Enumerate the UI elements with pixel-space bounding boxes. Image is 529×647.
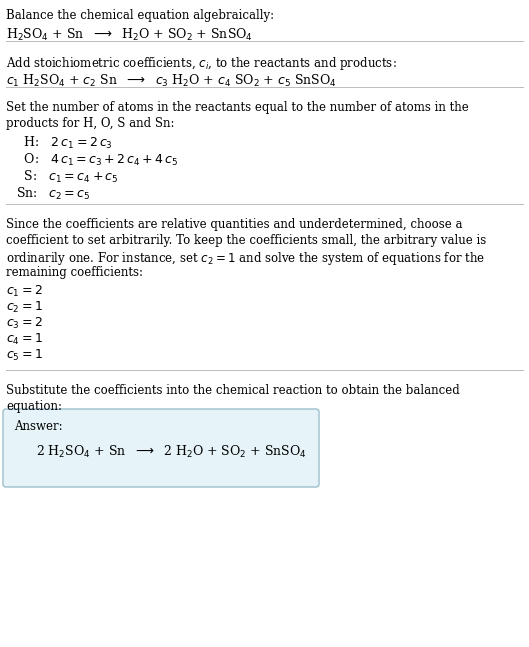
FancyBboxPatch shape xyxy=(3,409,319,487)
Text: Balance the chemical equation algebraically:: Balance the chemical equation algebraica… xyxy=(6,9,274,22)
Text: Sn:   $c_2 = c_5$: Sn: $c_2 = c_5$ xyxy=(16,186,90,202)
Text: H:   $2\,c_1 = 2\,c_3$: H: $2\,c_1 = 2\,c_3$ xyxy=(16,135,113,151)
Text: $c_5 = 1$: $c_5 = 1$ xyxy=(6,348,43,363)
Text: S:   $c_1 = c_4 + c_5$: S: $c_1 = c_4 + c_5$ xyxy=(16,169,118,185)
Text: equation:: equation: xyxy=(6,400,62,413)
Text: products for H, O, S and Sn:: products for H, O, S and Sn: xyxy=(6,117,175,130)
Text: $c_1 = 2$: $c_1 = 2$ xyxy=(6,284,43,299)
Text: 2 H$_2$SO$_4$ + Sn  $\longrightarrow$  2 H$_2$O + SO$_2$ + SnSO$_4$: 2 H$_2$SO$_4$ + Sn $\longrightarrow$ 2 H… xyxy=(36,444,307,460)
Text: $c_1$ H$_2$SO$_4$ + $c_2$ Sn  $\longrightarrow$  $c_3$ H$_2$O + $c_4$ SO$_2$ + $: $c_1$ H$_2$SO$_4$ + $c_2$ Sn $\longright… xyxy=(6,73,337,89)
Text: Substitute the coefficients into the chemical reaction to obtain the balanced: Substitute the coefficients into the che… xyxy=(6,384,460,397)
Text: $c_4 = 1$: $c_4 = 1$ xyxy=(6,332,43,347)
Text: O:   $4\,c_1 = c_3 + 2\,c_4 + 4\,c_5$: O: $4\,c_1 = c_3 + 2\,c_4 + 4\,c_5$ xyxy=(16,152,178,168)
Text: $c_2 = 1$: $c_2 = 1$ xyxy=(6,300,43,315)
Text: ordinarily one. For instance, set $c_2 = 1$ and solve the system of equations fo: ordinarily one. For instance, set $c_2 =… xyxy=(6,250,485,267)
Text: Add stoichiometric coefficients, $c_i$, to the reactants and products:: Add stoichiometric coefficients, $c_i$, … xyxy=(6,55,397,72)
Text: Answer:: Answer: xyxy=(14,420,62,433)
Text: remaining coefficients:: remaining coefficients: xyxy=(6,266,143,279)
Text: Set the number of atoms in the reactants equal to the number of atoms in the: Set the number of atoms in the reactants… xyxy=(6,101,469,114)
Text: coefficient to set arbitrarily. To keep the coefficients small, the arbitrary va: coefficient to set arbitrarily. To keep … xyxy=(6,234,486,247)
Text: $c_3 = 2$: $c_3 = 2$ xyxy=(6,316,43,331)
Text: H$_2$SO$_4$ + Sn  $\longrightarrow$  H$_2$O + SO$_2$ + SnSO$_4$: H$_2$SO$_4$ + Sn $\longrightarrow$ H$_2$… xyxy=(6,27,253,43)
Text: Since the coefficients are relative quantities and underdetermined, choose a: Since the coefficients are relative quan… xyxy=(6,218,462,231)
